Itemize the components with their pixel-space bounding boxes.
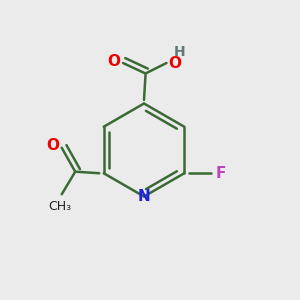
Text: CH₃: CH₃ (49, 200, 72, 213)
Text: O: O (46, 138, 59, 153)
Text: F: F (215, 166, 226, 181)
Text: O: O (108, 54, 121, 69)
Text: H: H (174, 46, 185, 59)
Text: N: N (138, 189, 150, 204)
Text: O: O (169, 56, 182, 70)
